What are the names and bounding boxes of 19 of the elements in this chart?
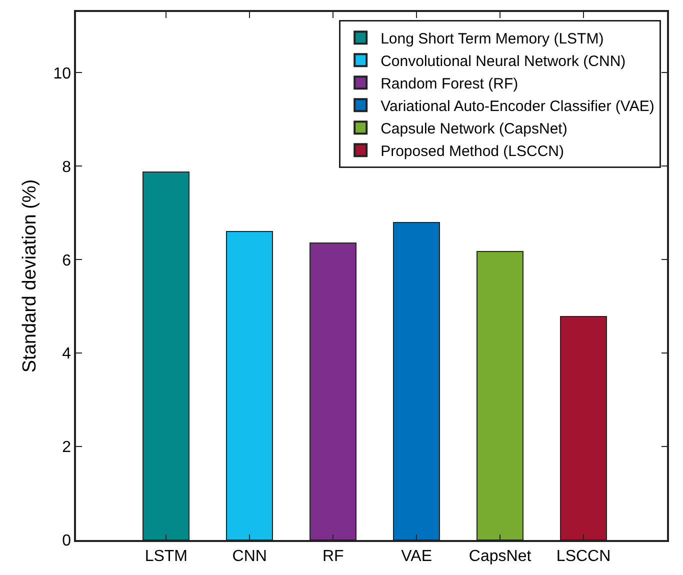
y-tick-label: 10 [53, 65, 72, 82]
legend-label: Proposed Method (LSCCN) [380, 143, 564, 160]
legend-label: Capsule Network (CapsNet) [380, 120, 568, 138]
x-tick-label: RF [322, 548, 344, 565]
x-tick-label: LSCCN [556, 548, 611, 565]
y-tick-label: 8 [62, 158, 72, 176]
x-tick-label: CapsNet [468, 548, 532, 565]
x-tick-label: LSTM [144, 548, 188, 565]
legend-label: Long Short Term Memory (LSTM) [380, 30, 604, 48]
y-tick-label: 4 [62, 346, 72, 363]
legend-label: Variational Auto-Encoder Classifier (VAE) [380, 98, 654, 116]
y-tick-label: 2 [62, 439, 72, 456]
x-tick-label: CNN [232, 548, 267, 565]
x-tick-label: VAE [401, 548, 432, 565]
legend-label: Convolutional Neural Network (CNN) [380, 53, 626, 70]
y-tick-label: 0 [62, 532, 72, 550]
y-tick-label: 6 [62, 252, 72, 270]
legend-label: Random Forest (RF) [380, 76, 518, 93]
y-axis-title: Standard deviation (%) [20, 179, 41, 373]
